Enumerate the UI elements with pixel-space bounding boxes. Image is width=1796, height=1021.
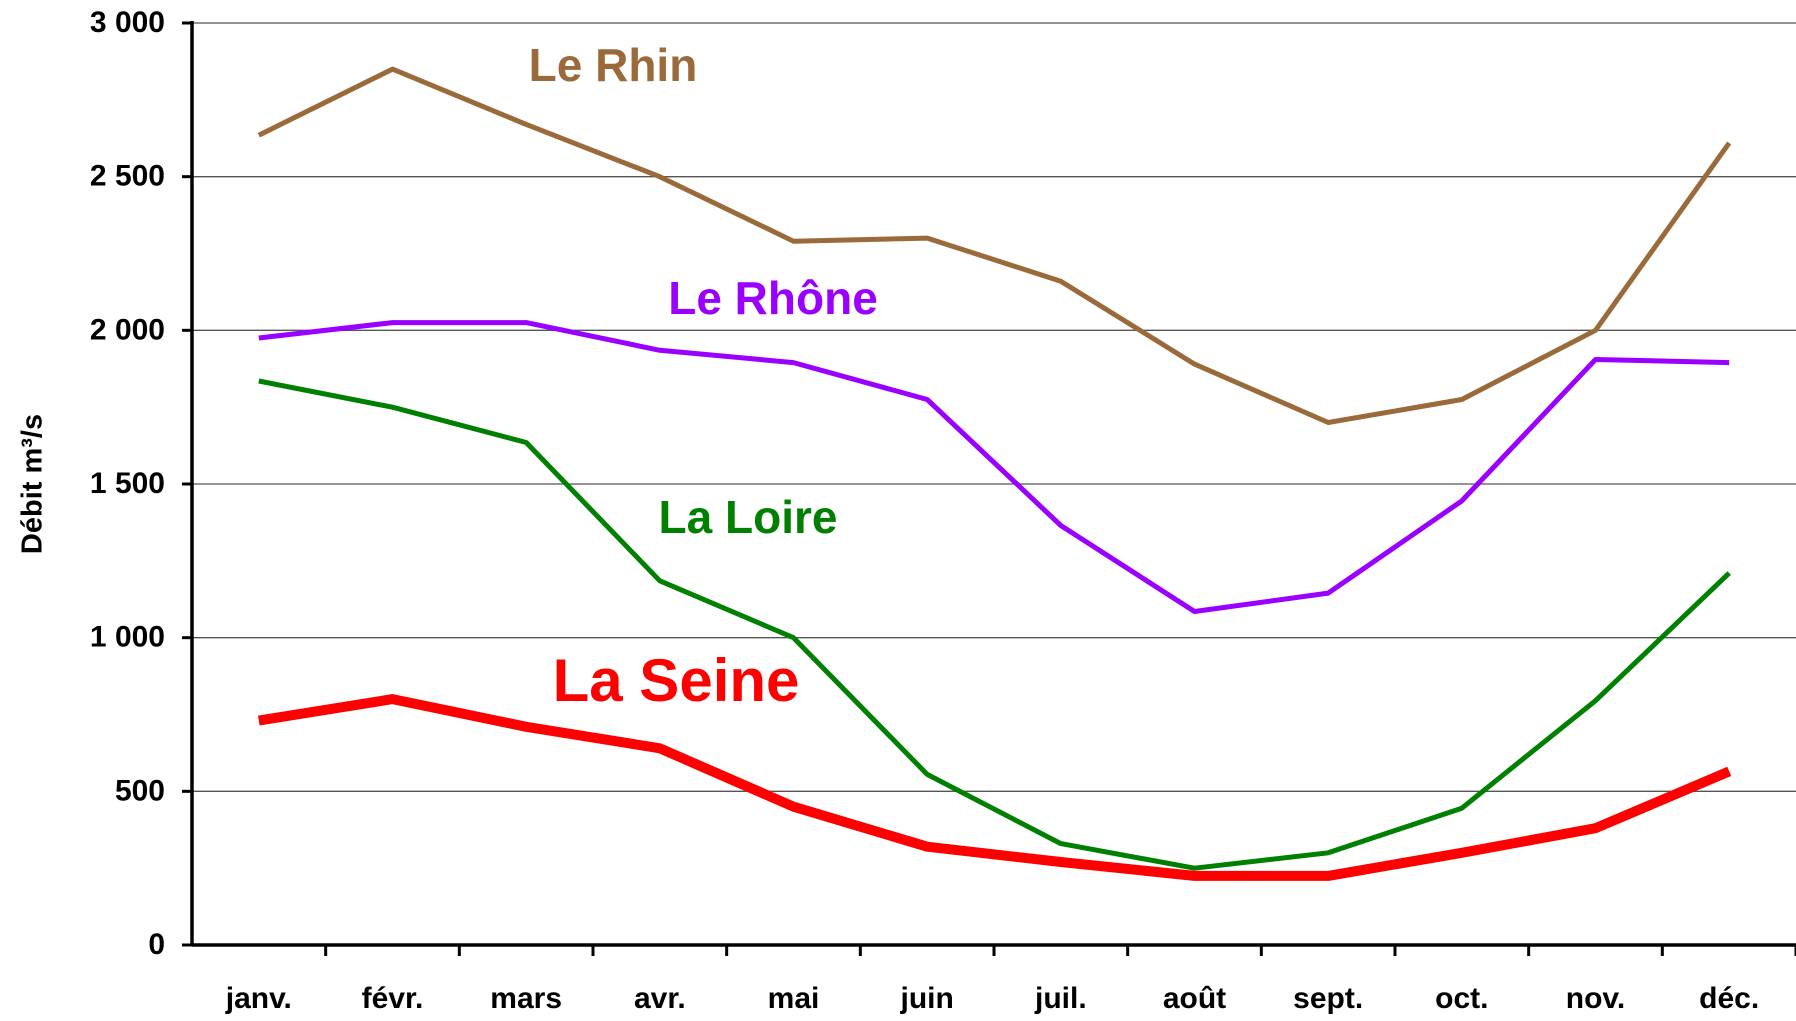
x-tick-label: juin [900, 982, 954, 1015]
series-line [258, 320, 1730, 614]
x-tick-label: oct. [1435, 982, 1488, 1015]
series-line [257, 66, 1732, 425]
x-tick-label: nov. [1566, 982, 1625, 1015]
x-tick-label: mai [768, 982, 820, 1015]
x-tick-label: mars [490, 982, 562, 1015]
y-tick-label: 500 [115, 774, 165, 807]
y-tick-label: 3 000 [90, 6, 165, 39]
x-tick-label: août [1163, 982, 1226, 1015]
y-tick-label: 1 000 [90, 621, 165, 654]
series-label: Le Rhin [529, 39, 698, 91]
x-tick-label: avr. [634, 982, 686, 1015]
y-tick-label: 1 500 [90, 467, 165, 500]
x-tick-label: févr. [362, 982, 424, 1015]
y-tick-label: 2 500 [90, 160, 165, 193]
series-label: Le Rhône [668, 272, 878, 324]
y-tick-label: 2 000 [90, 313, 165, 346]
x-tick-label: juil. [1034, 982, 1087, 1015]
x-tick-label: janv. [225, 982, 292, 1015]
x-tick-label: sept. [1293, 982, 1363, 1015]
y-axis-label: Débit m³/s [17, 414, 49, 554]
x-tick-label: déc. [1699, 982, 1759, 1015]
series-line [258, 378, 1731, 871]
y-tick-label: 0 [148, 928, 165, 961]
series-label: La Loire [659, 491, 838, 543]
series-line [258, 694, 1732, 881]
series-label: La Seine [553, 647, 800, 714]
